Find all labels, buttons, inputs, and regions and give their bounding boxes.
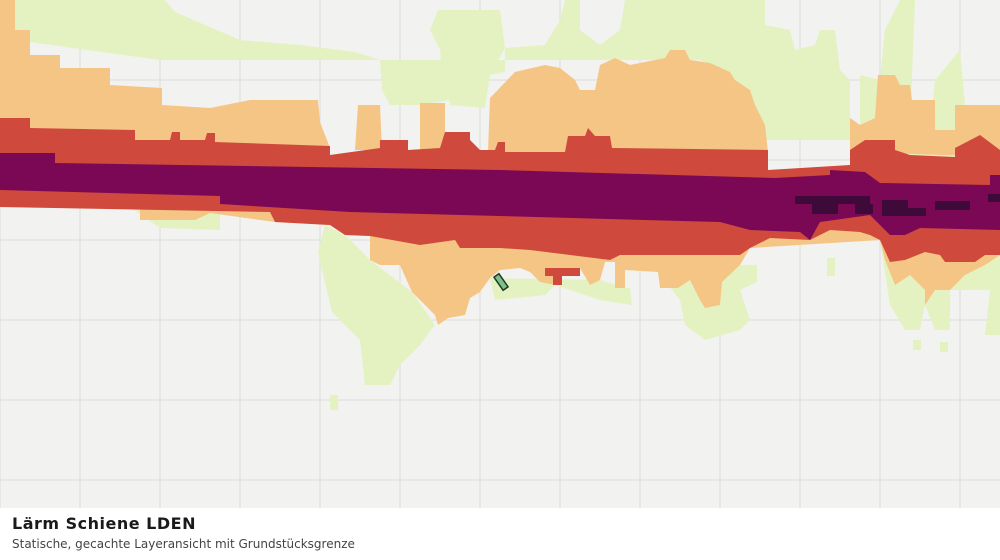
noise-zone-extreme xyxy=(795,194,1000,216)
caption: Lärm Schiene LDEN Statische, gecachte La… xyxy=(0,508,1000,560)
parcel-boundary xyxy=(492,272,510,292)
layer-title: Lärm Schiene LDEN xyxy=(12,514,196,533)
map-view xyxy=(0,0,1000,508)
noise-zone-very-high xyxy=(0,153,1000,240)
layer-subtitle: Statische, gecachte Layeransicht mit Gru… xyxy=(12,537,355,551)
